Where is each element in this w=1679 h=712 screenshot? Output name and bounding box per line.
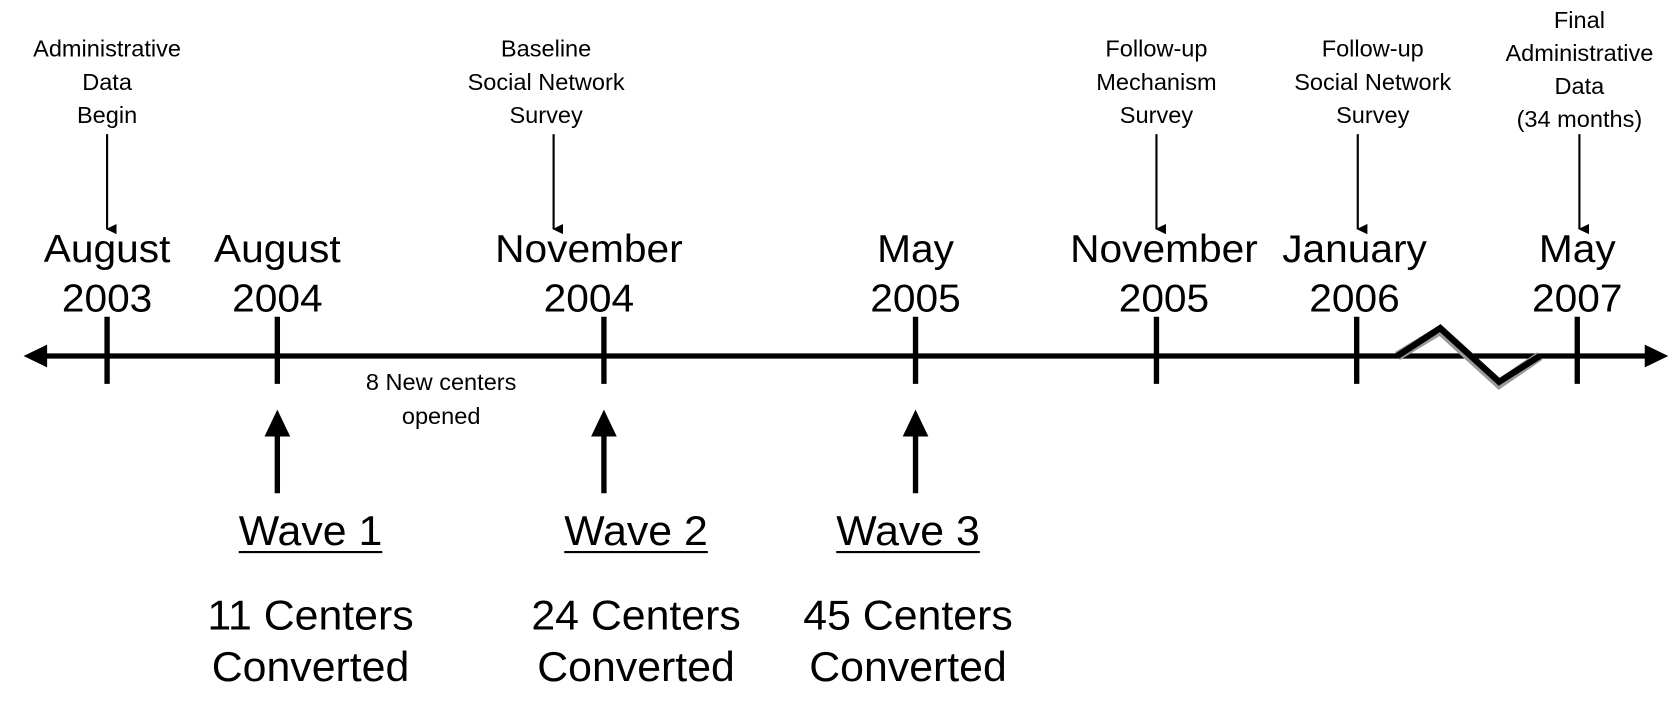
event-note: Administrative bbox=[33, 36, 181, 62]
date-label: January bbox=[1282, 228, 1427, 271]
axis-arrow-left bbox=[23, 344, 48, 368]
axis-break bbox=[1395, 324, 1542, 386]
event-note: Data bbox=[1555, 73, 1605, 99]
date-label: 2006 bbox=[1309, 277, 1399, 320]
date-label: May bbox=[877, 228, 954, 271]
axis-arrow-right bbox=[1644, 344, 1669, 368]
wave-detail: Converted bbox=[537, 644, 735, 690]
date-label: May bbox=[1539, 228, 1616, 271]
wave-detail: Converted bbox=[212, 644, 410, 690]
date-label: November bbox=[495, 228, 683, 271]
date-label: 2007 bbox=[1532, 277, 1622, 320]
event-note: Survey bbox=[1120, 102, 1194, 128]
event-note: Survey bbox=[509, 102, 583, 128]
event-note: Mechanism bbox=[1096, 69, 1216, 95]
center-note: 8 New centers bbox=[366, 369, 517, 395]
event-note: (34 months) bbox=[1517, 106, 1643, 132]
event-note: Administrative bbox=[1505, 40, 1653, 66]
event-note: Survey bbox=[1336, 102, 1410, 128]
wave-detail: Converted bbox=[809, 644, 1007, 690]
wave-detail: 24 Centers bbox=[531, 592, 740, 638]
event-note: Social Network bbox=[468, 69, 625, 95]
event-note: Begin bbox=[77, 102, 137, 128]
date-label: 2004 bbox=[232, 277, 322, 320]
up-arrow-head bbox=[591, 409, 617, 437]
date-label: 2004 bbox=[544, 277, 634, 320]
wave-title: Wave 1 bbox=[239, 508, 383, 554]
event-note: Follow-up bbox=[1105, 36, 1207, 62]
date-label: August bbox=[214, 228, 341, 271]
wave-detail: 11 Centers bbox=[207, 592, 413, 638]
event-note: Data bbox=[82, 69, 132, 95]
event-note: Follow-up bbox=[1322, 36, 1424, 62]
wave-detail: 45 Centers bbox=[803, 592, 1012, 638]
up-arrow-head bbox=[264, 409, 291, 437]
wave-title: Wave 2 bbox=[564, 508, 708, 554]
event-note: Final bbox=[1554, 7, 1605, 33]
date-label: 2005 bbox=[870, 277, 960, 320]
date-label: 2005 bbox=[1119, 277, 1209, 320]
wave-title: Wave 3 bbox=[836, 508, 980, 554]
event-note: Baseline bbox=[501, 36, 591, 62]
center-note: opened bbox=[402, 403, 481, 429]
date-label: 2003 bbox=[62, 277, 152, 320]
date-label: August bbox=[44, 228, 171, 271]
date-label: November bbox=[1070, 228, 1258, 271]
up-arrow-head bbox=[902, 409, 929, 437]
event-note: Social Network bbox=[1294, 69, 1451, 95]
